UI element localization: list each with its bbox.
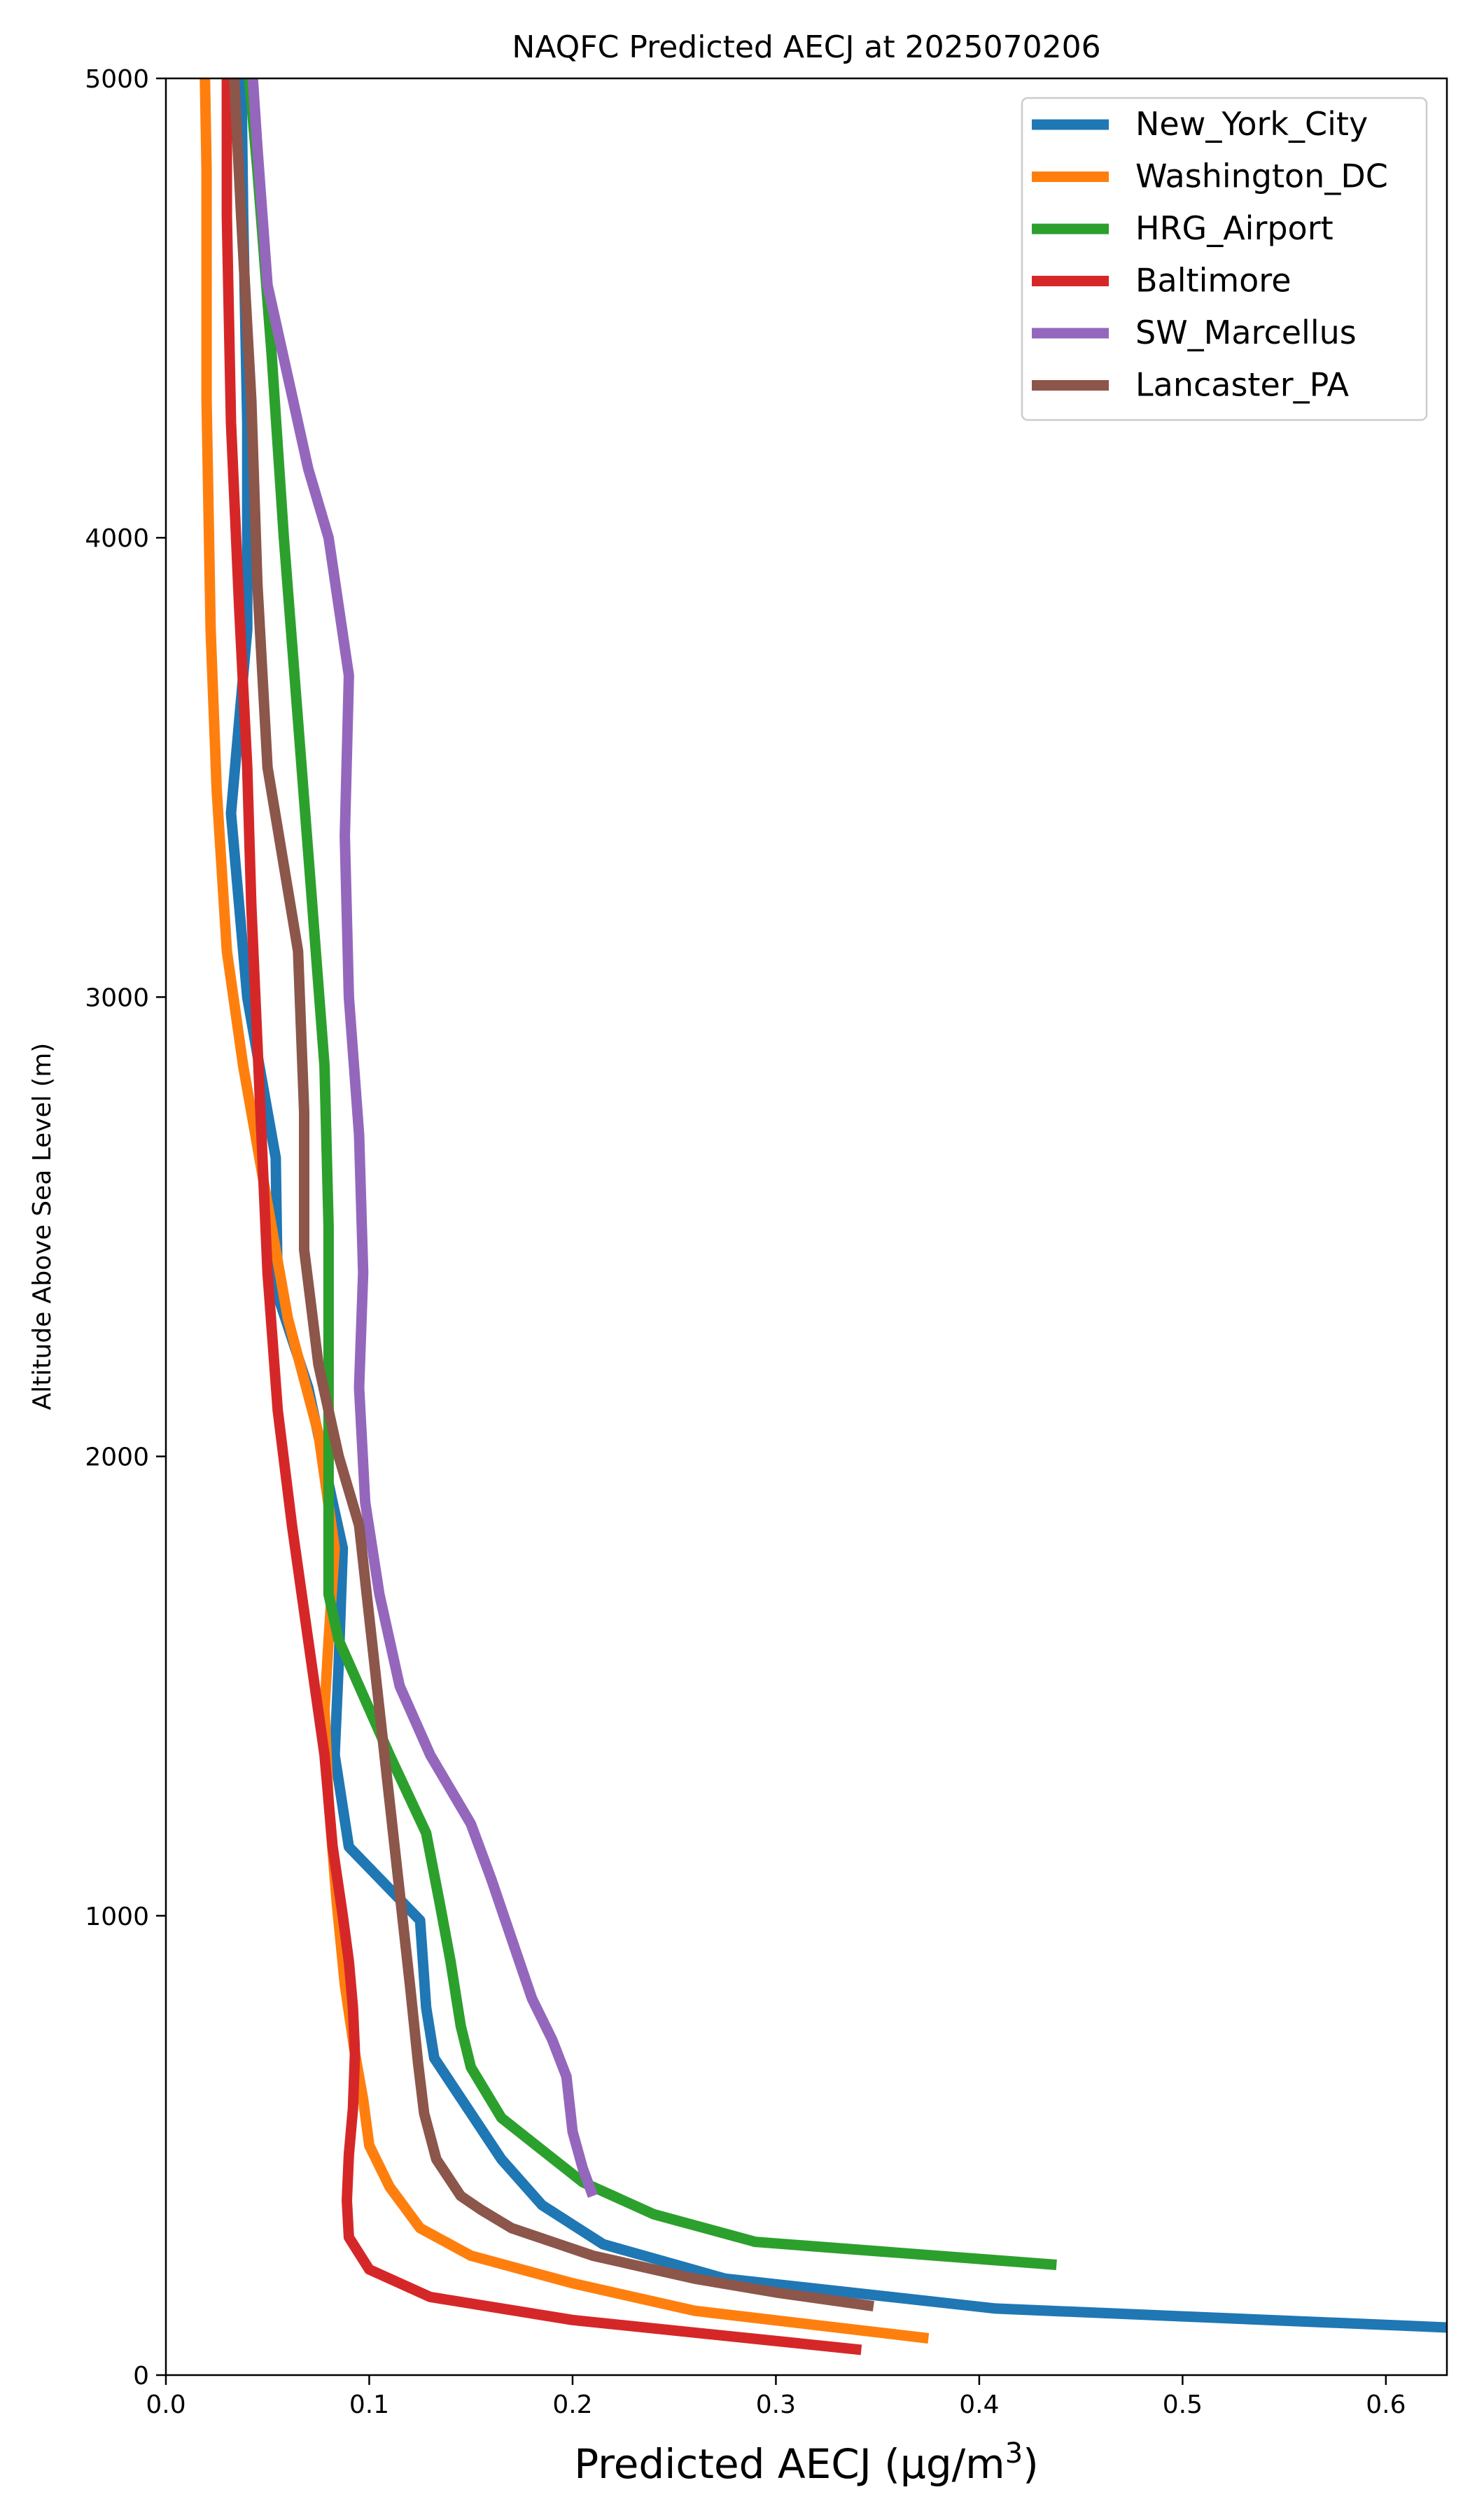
y-axis-label: Altitude Above Sea Level (m): [28, 1043, 57, 1410]
x-axis-label: Predicted AECJ (μg/m3): [574, 2437, 1039, 2488]
legend-label-hrg-airport: HRG_Airport: [1135, 209, 1334, 247]
x-tick-label: 0.2: [552, 2390, 592, 2419]
y-tick-label: 4000: [85, 524, 149, 553]
series-line-sw-marcellus: [247, 78, 598, 2198]
x-axis-label-unit: μg/m: [900, 2440, 1005, 2488]
x-tick-label: 0.5: [1163, 2390, 1203, 2419]
series-line-new-york-city: [225, 78, 1447, 2333]
x-axis-label-close: ): [1023, 2440, 1039, 2488]
series-line-hrg-airport: [244, 78, 1057, 2270]
plot-frame: [164, 77, 1448, 2376]
y-tick-label: 2000: [85, 1443, 149, 1472]
series-line-baltimore: [221, 78, 862, 2356]
x-axis-ticks: 0.0 0.1 0.2 0.3 0.4 0.5 0.6: [146, 2375, 1406, 2419]
x-tick-label: 0.3: [756, 2390, 796, 2419]
y-tick-label: 0: [133, 2362, 149, 2390]
y-tick-label: 3000: [85, 983, 149, 1012]
legend: New_York_City Washington_DC HRG_Airport Bal…: [1021, 97, 1428, 421]
y-tick-label: 5000: [85, 65, 149, 94]
x-axis-label-main: Predicted AECJ (: [574, 2440, 900, 2488]
x-tick-label: 0.0: [146, 2390, 186, 2419]
series-line-lancaster-pa: [229, 78, 874, 2312]
y-tick-label: 1000: [85, 1903, 149, 1931]
legend-label-sw-marcellus: SW_Marcellus: [1135, 314, 1357, 351]
legend-label-baltimore: Baltimore: [1135, 262, 1292, 300]
x-tick-label: 0.6: [1366, 2390, 1406, 2419]
chart-title: NAQFC Predicted AECJ at 2025070206: [512, 29, 1100, 65]
series-line-washington-dc: [200, 78, 930, 2344]
x-axis-label-superscript: 3: [1005, 2437, 1023, 2470]
x-tick-label: 0.4: [959, 2390, 999, 2419]
legend-label-washington-dc: Washington_DC: [1135, 158, 1388, 195]
y-axis-ticks: 0 1000 2000 3000 4000 5000: [85, 65, 166, 2390]
legend-label-lancaster-pa: Lancaster_PA: [1135, 366, 1349, 404]
legend-box: [1021, 97, 1428, 421]
series-layer: [200, 78, 1447, 2356]
x-tick-label: 0.1: [349, 2390, 389, 2419]
legend-label-new-york-city: New_York_City: [1135, 105, 1368, 143]
